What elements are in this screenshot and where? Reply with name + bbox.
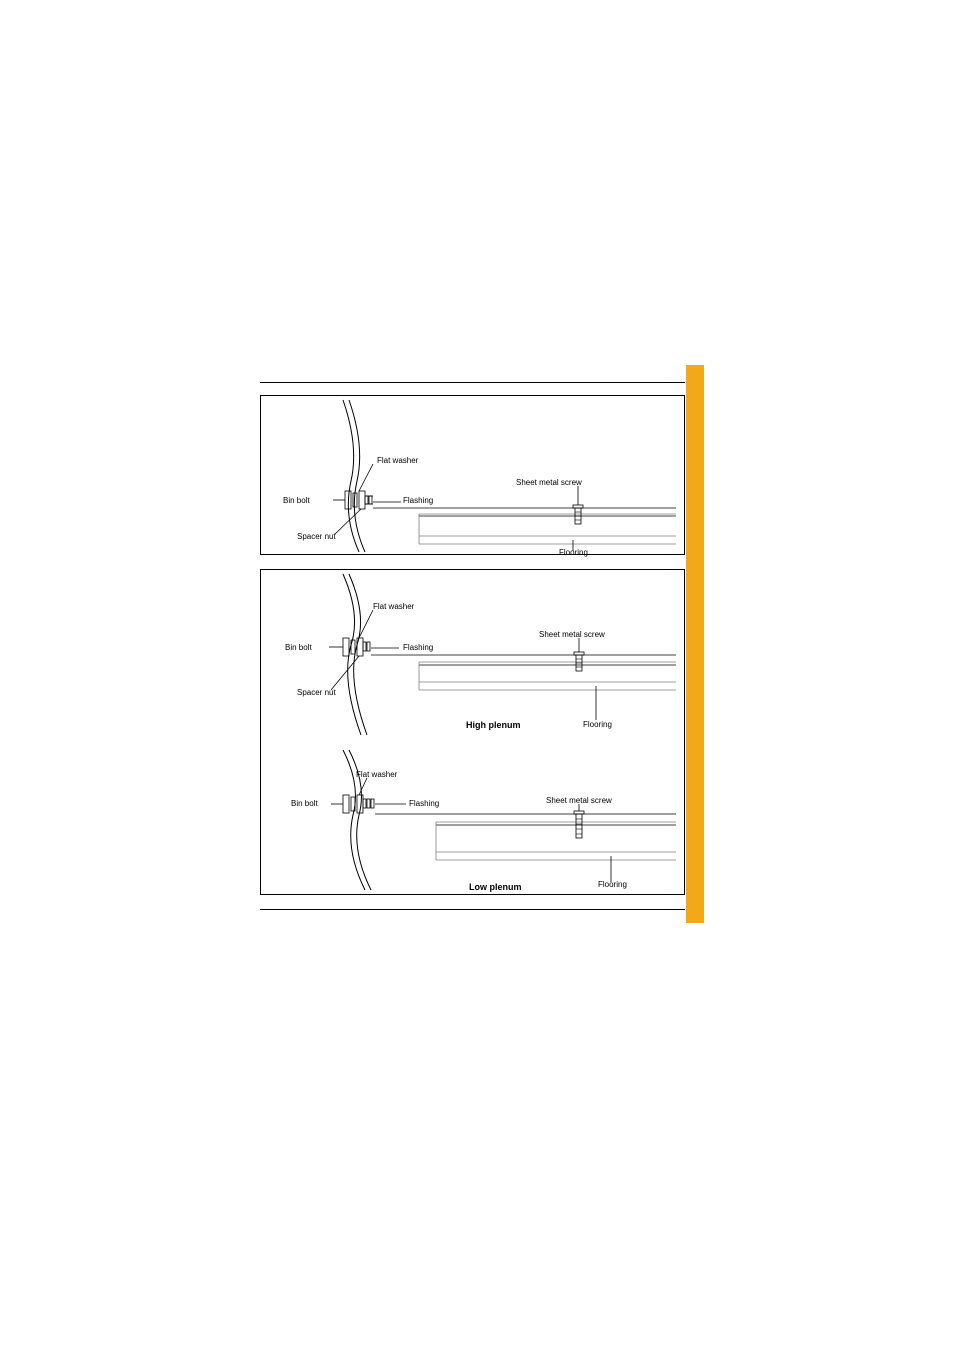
figure-2-svg bbox=[261, 570, 686, 896]
label-flat-washer: Flat washer bbox=[377, 456, 418, 465]
label-low-flat-washer: Flat washer bbox=[356, 770, 397, 779]
label-high-flat-washer: Flat washer bbox=[373, 602, 414, 611]
section-header-rule bbox=[260, 365, 685, 383]
label-flashing: Flashing bbox=[403, 496, 433, 505]
label-low-plenum-title: Low plenum bbox=[469, 882, 522, 892]
page-side-bar bbox=[686, 365, 704, 923]
label-high-sheet-metal-screw: Sheet metal screw bbox=[539, 630, 605, 639]
label-high-flashing: Flashing bbox=[403, 643, 433, 652]
section-footer-rule bbox=[260, 909, 685, 927]
label-bin-bolt: Bin bolt bbox=[283, 496, 310, 505]
figure-1: Flat washer Bin bolt Flashing Spacer nut… bbox=[260, 395, 685, 555]
label-spacer-nut: Spacer nut bbox=[297, 532, 336, 541]
label-high-bin-bolt: Bin bolt bbox=[285, 643, 312, 652]
label-high-flooring: Flooring bbox=[583, 720, 612, 729]
label-low-sheet-metal-screw: Sheet metal screw bbox=[546, 796, 612, 805]
label-low-bin-bolt: Bin bolt bbox=[291, 799, 318, 808]
label-high-plenum-title: High plenum bbox=[466, 720, 521, 730]
page-content: Flat washer Bin bolt Flashing Spacer nut… bbox=[260, 365, 685, 927]
label-flooring: Flooring bbox=[559, 548, 588, 557]
label-high-spacer-nut: Spacer nut bbox=[297, 688, 336, 697]
label-low-flashing: Flashing bbox=[409, 799, 439, 808]
label-low-flooring: Flooring bbox=[598, 880, 627, 889]
label-sheet-metal-screw: Sheet metal screw bbox=[516, 478, 582, 487]
figure-2: Flat washer Bin bolt Flashing Spacer nut… bbox=[260, 569, 685, 895]
